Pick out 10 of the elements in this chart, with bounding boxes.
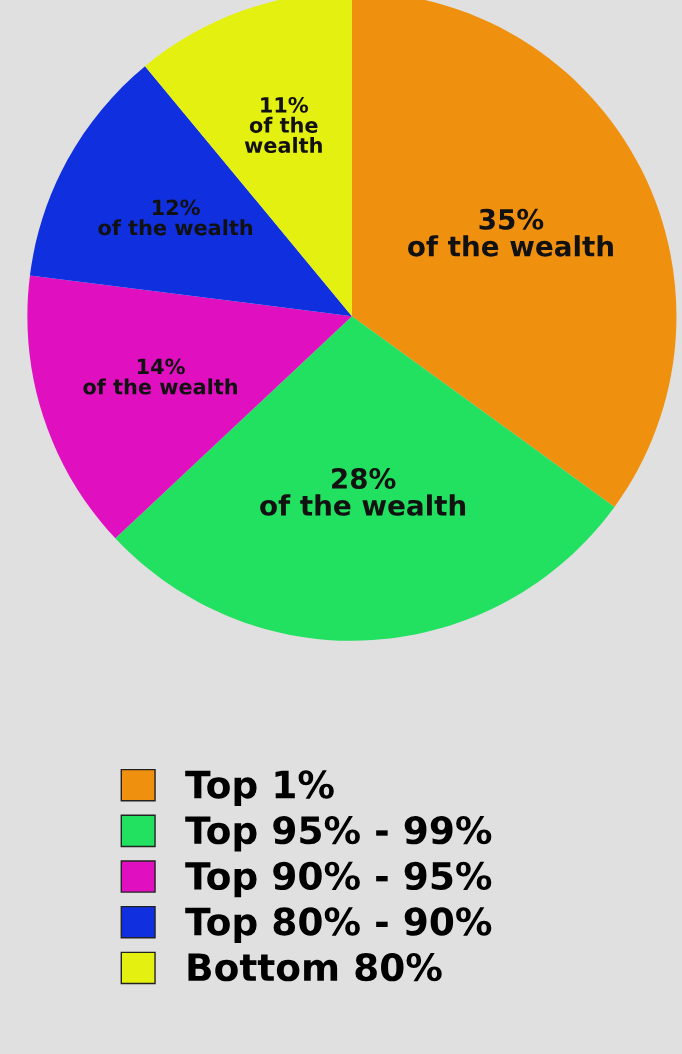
data-label: 28% of the wealth [260, 467, 466, 516]
data-label: 11% of the wealth [244, 97, 322, 154]
data-label: 12% of the wealth [98, 199, 253, 236]
legend-label: Top 90% - 95% [185, 861, 492, 898]
legend-label: Top 1% [185, 770, 334, 806]
legend-label: Top 95% - 99% [185, 815, 492, 852]
data-label: 14% of the wealth [83, 358, 237, 395]
legend-label: Bottom 80% [188, 953, 442, 982]
data-label: 35% of the wealth [408, 208, 613, 257]
legend-label: Top 80% - 90% [185, 907, 492, 943]
